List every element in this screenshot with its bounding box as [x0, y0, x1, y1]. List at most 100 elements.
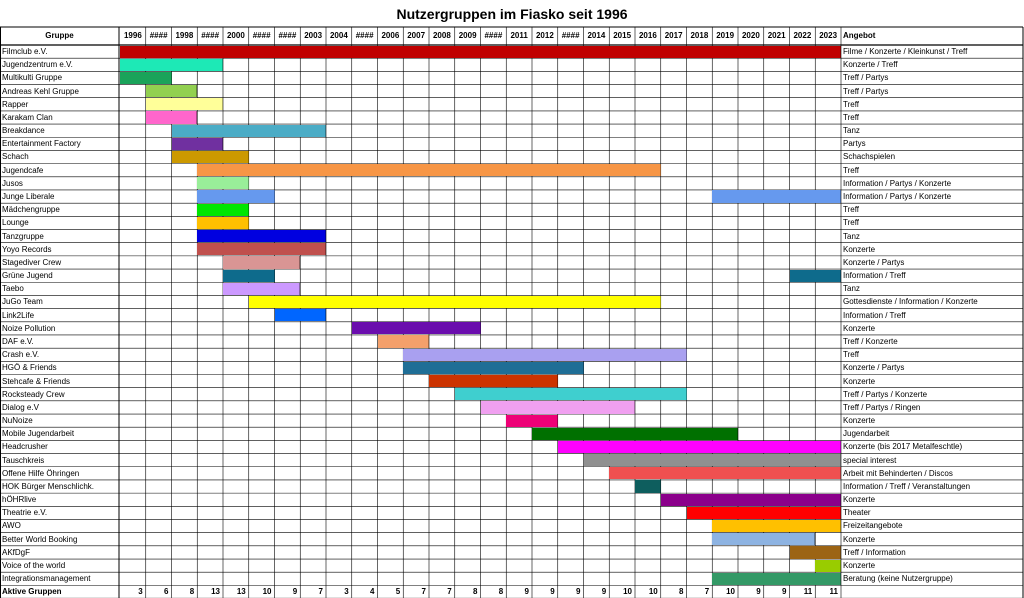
- group-offer: special interest: [843, 455, 897, 465]
- year-header: ####: [355, 31, 374, 40]
- group-offer: Information / Partys / Konzerte: [843, 178, 952, 188]
- group-name: AWO: [2, 521, 21, 531]
- active-count: 7: [421, 587, 426, 597]
- period-bar: [506, 414, 558, 427]
- group-name: Breakdance: [2, 126, 45, 136]
- period-bar: [120, 45, 841, 58]
- group-name: AKfDgF: [2, 547, 31, 557]
- active-count: 9: [550, 587, 555, 597]
- group-offer: Arbeit mit Behinderten / Discos: [843, 468, 953, 478]
- active-count: 9: [756, 587, 761, 597]
- group-offer: Treff: [843, 205, 860, 215]
- active-count: 3: [138, 587, 143, 597]
- year-header: 2008: [432, 31, 451, 40]
- period-bar: [171, 150, 249, 164]
- active-count: 9: [524, 587, 529, 597]
- group-name: hÖHRlive: [2, 495, 37, 505]
- group-name: Jugendcafe: [2, 165, 44, 175]
- group-offer: Konzerte: [843, 376, 876, 386]
- year-header: 2018: [690, 31, 709, 40]
- period-bar: [789, 269, 841, 282]
- group-name: JuGo Team: [2, 297, 43, 307]
- group-name: Multikulti Gruppe: [2, 73, 63, 83]
- group-offer: Konzerte / Partys: [843, 257, 905, 267]
- group-offer: Tanz: [843, 231, 860, 241]
- period-bar: [197, 164, 661, 177]
- period-bar: [223, 269, 275, 282]
- group-name: Rapper: [2, 99, 29, 109]
- period-bar: [120, 58, 223, 71]
- group-name: Stehcafe & Friends: [2, 376, 71, 386]
- group-offer: Jugendarbeit: [843, 429, 890, 439]
- period-bar: [171, 137, 223, 150]
- group-offer: Treff / Information: [843, 547, 906, 557]
- active-count: 4: [370, 587, 375, 597]
- period-bar: [712, 190, 841, 203]
- period-bar: [197, 177, 249, 190]
- year-header: 2020: [741, 31, 760, 40]
- group-name: Headcrusher: [2, 442, 48, 452]
- group-name: Voice of the world: [2, 561, 66, 571]
- period-bar: [145, 98, 223, 111]
- period-bar: [197, 243, 326, 256]
- period-bar: [197, 190, 275, 203]
- year-header: ####: [252, 31, 271, 40]
- active-count: 10: [262, 587, 272, 597]
- year-header: 2007: [407, 31, 426, 40]
- year-header: ####: [484, 31, 503, 40]
- group-offer: Treff / Partys: [843, 86, 889, 96]
- year-header: 2009: [458, 31, 477, 40]
- period-bar: [480, 401, 635, 414]
- active-count: 8: [189, 587, 195, 597]
- year-header: ####: [201, 31, 220, 40]
- group-offer: Information / Treff: [843, 310, 906, 320]
- group-name: Rocksteady Crew: [2, 389, 65, 399]
- year-header: 2012: [535, 31, 554, 40]
- active-count: 9: [782, 587, 787, 597]
- period-bar: [197, 216, 249, 229]
- year-header: 2004: [329, 31, 348, 40]
- active-count: 9: [601, 587, 607, 597]
- group-name: Entertainment Factory: [2, 139, 81, 149]
- year-header: 2014: [587, 31, 606, 40]
- active-count: 8: [679, 587, 684, 597]
- year-header: ####: [561, 31, 580, 40]
- year-header: 2003: [304, 31, 323, 40]
- group-offer: Beratung (keine Nutzergruppe): [843, 574, 953, 584]
- footer-label: Aktive Gruppen: [2, 587, 62, 597]
- group-name: Mädchengruppe: [2, 205, 60, 215]
- period-bar: [120, 71, 172, 85]
- year-header: 2016: [638, 31, 657, 40]
- header-offer: Angebot: [843, 31, 876, 40]
- year-header: 2021: [767, 31, 786, 40]
- group-name: Filmclub e.V.: [2, 47, 48, 56]
- period-bar: [532, 427, 738, 440]
- period-bar: [351, 322, 481, 335]
- group-name: Mobile Jugendarbeit: [2, 429, 75, 439]
- group-offer: Treff: [843, 112, 860, 122]
- group-offer: Konzerte: [843, 244, 876, 254]
- group-offer: Treff: [843, 218, 860, 228]
- group-name: Yoyo Records: [2, 244, 52, 254]
- group-offer: Konzerte: [843, 561, 876, 571]
- period-bar: [789, 546, 841, 559]
- year-header: 2023: [819, 31, 838, 40]
- group-offer: Tanz: [843, 284, 860, 294]
- group-offer: Treff / Partys: [843, 73, 889, 83]
- period-bar: [171, 124, 326, 137]
- active-count: 7: [704, 587, 710, 597]
- group-name: Junge Liberale: [2, 191, 55, 201]
- period-bar: [197, 230, 326, 243]
- group-name: Schach: [2, 152, 29, 162]
- group-name: Noize Pollution: [2, 323, 56, 333]
- period-bar: [454, 388, 687, 401]
- group-name: Stagediver Crew: [2, 257, 62, 267]
- period-bar: [223, 282, 301, 295]
- group-name: HGÖ & Friends: [2, 363, 57, 373]
- group-offer: Information / Partys / Konzerte: [843, 191, 952, 201]
- year-header: 2022: [793, 31, 812, 40]
- year-header: 1998: [175, 31, 194, 40]
- group-name: Theatrie e.V.: [2, 508, 48, 518]
- active-count: 7: [447, 587, 452, 597]
